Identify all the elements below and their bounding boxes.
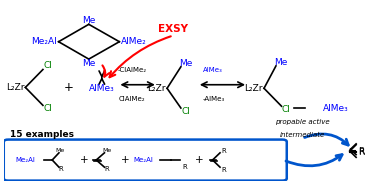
Text: R: R [182,164,187,170]
Text: Me: Me [56,148,65,153]
Text: 15 examples: 15 examples [11,130,74,139]
Text: R: R [359,147,365,156]
Text: Cl: Cl [282,105,291,114]
Text: AlMe₃: AlMe₃ [322,104,348,112]
Text: ClAlMe₂: ClAlMe₂ [119,96,146,102]
Text: Cl: Cl [43,61,52,70]
Text: Me: Me [179,59,192,68]
Text: AlMe₃: AlMe₃ [89,84,115,93]
Text: R: R [104,166,109,172]
Text: +: + [195,155,204,165]
Text: Me₂Al: Me₂Al [16,157,36,163]
Text: EXSY: EXSY [158,24,188,34]
Text: R: R [222,148,226,154]
Text: +: + [64,81,74,94]
Text: Me₂Al: Me₂Al [31,37,57,46]
Text: Me: Me [82,59,96,68]
Text: L₂Zr: L₂Zr [245,84,263,93]
Text: -AlMe₃: -AlMe₃ [202,96,225,102]
Text: Me₂Al: Me₂Al [133,157,153,163]
Text: AlMe₂: AlMe₂ [121,37,147,46]
Text: intermediate: intermediate [279,132,325,138]
Text: AlMe₃: AlMe₃ [203,67,223,73]
Text: Me: Me [274,58,287,67]
Text: +: + [121,155,129,165]
Text: -ClAlMe₂: -ClAlMe₂ [118,67,147,73]
Text: Cl: Cl [181,107,190,116]
Text: Cl: Cl [43,104,52,113]
FancyBboxPatch shape [4,140,287,181]
Text: Me: Me [82,16,96,25]
Text: propable active: propable active [275,119,329,125]
Text: L₂Zr: L₂Zr [147,84,166,93]
Text: R: R [222,167,226,173]
Text: L₂Zr: L₂Zr [6,83,24,92]
Text: R: R [359,148,365,157]
Text: Me: Me [103,148,112,153]
Text: R: R [59,166,63,172]
Text: +: + [80,155,88,165]
